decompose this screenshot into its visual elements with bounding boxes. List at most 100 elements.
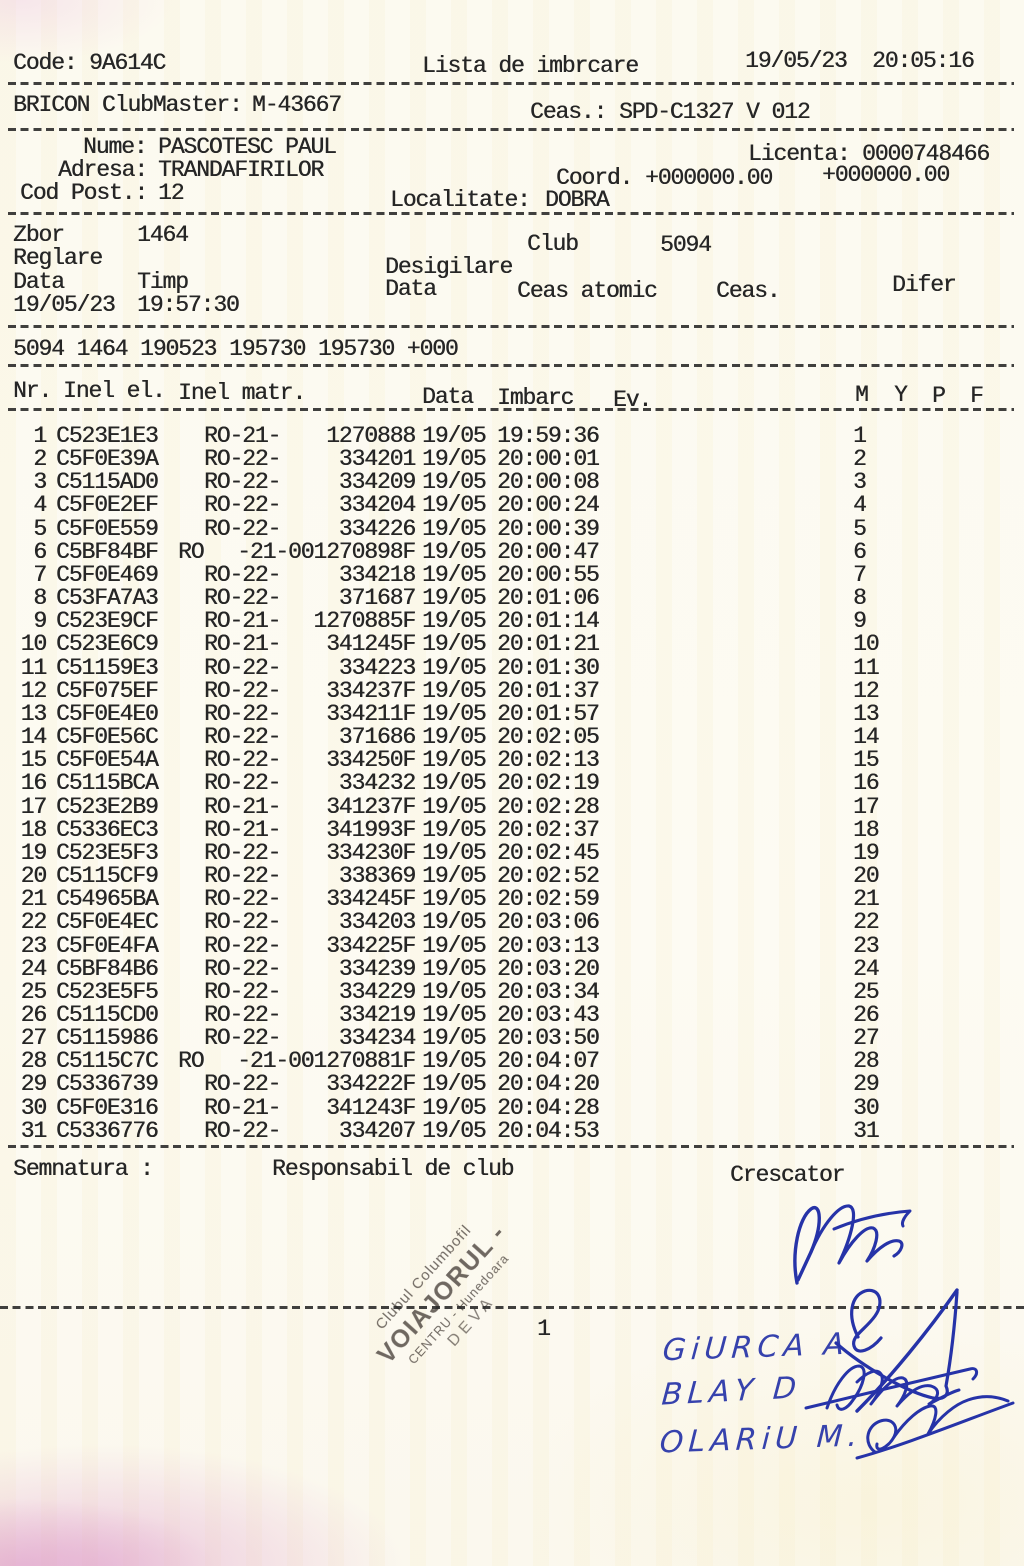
cell-imbarc: 20:02:52 (497, 863, 600, 890)
adresa-value: TRANDAFIRILOR (158, 157, 324, 183)
separator-line (8, 408, 1014, 411)
cell-inel: C5F0E2EF (56, 492, 159, 519)
cell-prefix: RO-22- (204, 492, 281, 519)
cell-inel: C523E5F5 (56, 978, 159, 1005)
reglare-label: Reglare (13, 245, 103, 271)
cell-matr: 334250F (326, 747, 416, 774)
cell-nr: 12 (20, 677, 48, 704)
codpost-label: Cod Post.: (20, 180, 148, 206)
cell-seq: 26 (853, 1002, 880, 1028)
col-header-p: P (932, 383, 946, 409)
page-title: Lista de imbrcare (422, 53, 639, 79)
table-row: 5 C5F0E559 RO-22- 334226 19/05 20:00:39 5 (0, 515, 1024, 542)
table-row: 13 C5F0E4E0 RO-22- 334211F 19/05 20:01:57 13 (0, 700, 1024, 727)
cell-prefix: RO-22- (204, 724, 281, 751)
cell-prefix: RO-22- (204, 747, 281, 774)
cell-seq: 18 (853, 816, 880, 843)
cell-inel: C5336739 (56, 1071, 159, 1098)
cell-matr: 1270885F (313, 608, 416, 635)
cell-inel: C51159E3 (56, 654, 159, 681)
cell-imbarc: 20:04:20 (497, 1071, 600, 1098)
licenta-value: 0000748466 (862, 141, 990, 167)
cell-data: 19/05 (422, 1094, 487, 1121)
cell-nr: 1 (33, 423, 47, 449)
cell-imbarc: 20:00:55 (497, 561, 600, 588)
cell-nr: 5 (33, 515, 47, 542)
cell-matr: 341993F (326, 816, 416, 843)
cell-data: 19/05 (422, 538, 487, 565)
cell-prefix: RO-21- (204, 816, 281, 843)
cell-matr: 334218 (338, 561, 416, 588)
col-header-data: Data (422, 384, 474, 410)
reglare-data-value: 19/05/23 (13, 292, 116, 318)
cell-nr: 17 (20, 793, 48, 820)
cell-nr: 14 (20, 724, 48, 751)
coord-label: Coord. (556, 165, 633, 191)
cell-data: 19/05 (422, 1002, 487, 1028)
club-label: Club (527, 231, 579, 257)
cell-imbarc: 20:01:57 (497, 700, 600, 727)
cell-seq: 22 (853, 909, 880, 936)
cell-matr: 334232 (338, 770, 416, 797)
cell-nr: 8 (33, 585, 47, 612)
cell-nr: 10 (20, 631, 48, 658)
cell-imbarc: 20:03:20 (497, 955, 600, 982)
cell-data: 19/05 (422, 909, 487, 936)
cell-data: 19/05 (422, 446, 487, 473)
table-row: 4 C5F0E2EF RO-22- 334204 19/05 20:00:24 4 (0, 494, 1024, 517)
cell-prefix: RO-22- (204, 446, 281, 473)
cell-nr: 13 (20, 700, 48, 727)
cell-nr: 31 (20, 1117, 48, 1144)
crescator-label: Crescator (730, 1162, 845, 1188)
col-header-inel-matr: Inel matr. (178, 380, 306, 406)
cell-imbarc: 20:03:43 (497, 1002, 600, 1028)
reglare-timp-value: 19:57:30 (137, 292, 240, 318)
cell-inel: C5F0E469 (56, 561, 159, 588)
cell-matr: -21-001270881F (237, 1048, 416, 1075)
cell-prefix: RO-22- (204, 932, 281, 959)
cell-matr: 334201 (338, 446, 416, 473)
cell-inel: C5115BCA (56, 770, 159, 797)
zbor-value: 1464 (137, 222, 189, 248)
localitate-value: DOBRA (545, 187, 610, 213)
cell-nr: 20 (20, 863, 48, 890)
cell-imbarc: 20:01:37 (497, 677, 600, 704)
cell-matr: 334207 (338, 1117, 416, 1144)
cell-matr: 334234 (338, 1025, 416, 1052)
cell-matr: 334245F (326, 886, 416, 913)
cell-inel: C523E2B9 (56, 793, 159, 820)
cell-matr: 334204 (338, 492, 416, 519)
table-row: 10 C523E6C9 RO-21- 341245F 19/05 20:01:21 10 (0, 633, 1024, 656)
cell-imbarc: 20:00:08 (497, 469, 600, 496)
col-header-imbarc: Imbarc (497, 385, 574, 411)
cell-seq: 28 (853, 1048, 880, 1075)
cell-imbarc: 20:02:37 (497, 816, 600, 843)
cell-prefix: RO-22- (204, 654, 281, 681)
cell-inel: C5115C7C (56, 1048, 159, 1075)
nume-value: PASCOTESC PAUL (158, 134, 337, 160)
cell-nr: 30 (20, 1094, 48, 1121)
cell-matr: 334229 (338, 978, 416, 1005)
table-row: 14 C5F0E56C RO-22- 371686 19/05 20:02:05 14 (0, 726, 1024, 749)
table-row: 1 C523E1E3 RO-21- 1270888 19/05 19:59:36 1 (0, 425, 1024, 448)
cell-matr: 341237F (326, 793, 416, 820)
cell-prefix: RO-22- (204, 585, 281, 612)
cell-data: 19/05 (422, 561, 487, 588)
cell-imbarc: 20:00:01 (497, 446, 600, 473)
clubmaster-value: M-43667 (252, 92, 342, 118)
cell-nr: 24 (20, 955, 48, 982)
licenta-label: Licenta: (748, 141, 851, 167)
cell-nr: 9 (33, 608, 47, 635)
cell-prefix: RO-22- (204, 1117, 281, 1144)
cell-imbarc: 20:00:39 (497, 515, 600, 542)
timp-label: Timp (137, 269, 189, 295)
print-datetime: 19/05/23 20:05:16 (745, 48, 975, 74)
coord-value-1: +000000.00 (645, 165, 773, 191)
cell-matr: 334211F (326, 700, 416, 727)
table-row: 7 C5F0E469 RO-22- 334218 19/05 20:00:55 7 (0, 561, 1024, 588)
cell-prefix: RO-22- (204, 839, 281, 866)
codpost-value: 12 (158, 180, 185, 206)
table-row: 15 C5F0E54A RO-22- 334250F 19/05 20:02:13 15 (0, 749, 1024, 772)
cell-inel: C5336EC3 (56, 816, 159, 843)
